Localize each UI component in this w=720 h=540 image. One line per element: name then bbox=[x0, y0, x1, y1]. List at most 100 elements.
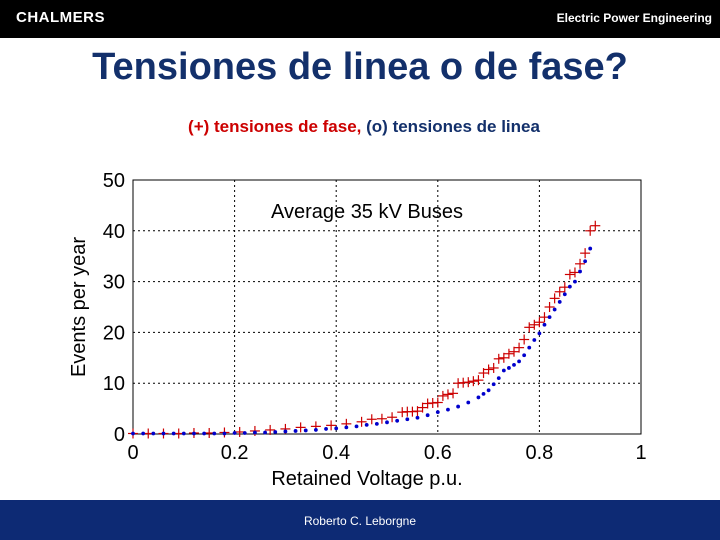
plot-area bbox=[132, 179, 642, 435]
x-tick-label: 0.8 bbox=[525, 442, 553, 464]
line-voltage-point bbox=[192, 431, 196, 436]
phase-voltage-point bbox=[387, 412, 398, 423]
line-voltage-point bbox=[532, 338, 537, 342]
line-voltage-point bbox=[522, 353, 527, 358]
line-voltage-point bbox=[395, 418, 400, 423]
line-voltage-point bbox=[425, 413, 430, 418]
line-voltage-point bbox=[171, 431, 176, 436]
phase-voltage-point bbox=[534, 317, 545, 328]
line-voltage-point bbox=[364, 422, 369, 427]
footer-bar: Roberto C. Leborgne bbox=[0, 500, 720, 540]
line-voltage-point bbox=[222, 431, 227, 436]
line-voltage-point bbox=[481, 391, 486, 396]
line-voltage-point bbox=[354, 424, 359, 429]
phase-voltage-point bbox=[463, 377, 474, 388]
phase-voltage-point bbox=[524, 322, 535, 333]
phase-voltage-point bbox=[376, 413, 387, 424]
y-tick-label: 20 bbox=[103, 322, 125, 344]
phase-voltage-point bbox=[483, 364, 494, 375]
line-voltage-point bbox=[588, 246, 593, 251]
line-voltage-point bbox=[161, 431, 166, 436]
phase-voltage-point bbox=[514, 342, 525, 353]
slide-subtitle: (+) tensiones de fase, (o) tensiones de … bbox=[0, 117, 720, 137]
phase-voltage-point bbox=[468, 376, 479, 387]
line-voltage-point bbox=[547, 315, 552, 320]
line-voltage-point bbox=[557, 300, 562, 304]
phase-voltage-point bbox=[326, 420, 337, 431]
line-voltage-point bbox=[527, 345, 532, 350]
line-voltage-point bbox=[303, 428, 308, 433]
line-voltage-point bbox=[293, 429, 298, 433]
line-voltage-point bbox=[573, 279, 577, 284]
line-voltage-point bbox=[151, 431, 156, 436]
chart-title: Average 35 kV Buses bbox=[271, 201, 463, 223]
line-voltage-point bbox=[242, 431, 247, 435]
line-voltage-point bbox=[202, 431, 207, 436]
line-voltage-point bbox=[552, 307, 557, 312]
line-voltage-point bbox=[578, 269, 582, 274]
line-voltage-point bbox=[181, 431, 186, 436]
line-voltage-point bbox=[501, 368, 506, 373]
grid bbox=[133, 180, 641, 434]
line-voltage-point bbox=[283, 429, 288, 434]
line-voltage-point bbox=[253, 430, 257, 435]
x-tick-label: 0 bbox=[127, 442, 138, 464]
phase-voltage-point bbox=[585, 225, 596, 236]
phase-voltage-point bbox=[590, 220, 601, 231]
line-voltage-point bbox=[263, 430, 267, 435]
line-voltage-point bbox=[385, 420, 389, 425]
line-voltage-point bbox=[517, 359, 521, 364]
department-name: Electric Power Engineering bbox=[556, 11, 712, 25]
x-tick-label: 1 bbox=[635, 442, 646, 464]
line-voltage-point bbox=[334, 426, 339, 431]
header-bar: CHALMERS Electric Power Engineering bbox=[0, 0, 720, 38]
phase-voltage-point bbox=[356, 416, 367, 427]
line-voltage-point bbox=[476, 395, 481, 400]
phase-voltage-point bbox=[580, 248, 591, 259]
phase-voltage-point bbox=[473, 375, 484, 386]
x-tick-label: 0.4 bbox=[322, 442, 350, 464]
phase-voltage-point bbox=[564, 269, 575, 280]
phase-voltage-point bbox=[544, 302, 555, 312]
phase-voltage-point bbox=[554, 286, 565, 297]
y-tick-label: 40 bbox=[103, 221, 125, 243]
y-tick-label: 30 bbox=[103, 272, 125, 294]
line-voltage-point bbox=[537, 331, 542, 336]
y-tick-label: 0 bbox=[114, 424, 125, 446]
phase-voltage-point bbox=[519, 334, 530, 345]
phase-voltage-point bbox=[366, 414, 377, 425]
line-voltage-point bbox=[456, 404, 461, 409]
x-tick-label: 0.6 bbox=[424, 442, 452, 464]
line-voltage-point bbox=[324, 427, 328, 431]
phase-voltage-point bbox=[498, 352, 509, 363]
author-name: Roberto C. Leborgne bbox=[303, 514, 417, 528]
line-voltage-point bbox=[273, 430, 278, 434]
phase-voltage-point bbox=[509, 346, 519, 357]
line-voltage-point bbox=[405, 417, 410, 422]
line-voltage-point bbox=[446, 407, 450, 412]
phase-voltage-point bbox=[234, 426, 245, 437]
phase-voltage-point bbox=[265, 424, 276, 435]
line-voltage-point bbox=[512, 363, 516, 367]
phase-voltage-point bbox=[412, 406, 423, 417]
phase-voltage-point bbox=[549, 293, 560, 304]
phase-voltage-point bbox=[442, 389, 453, 400]
line-voltage-point bbox=[562, 292, 567, 297]
line-voltage-point bbox=[141, 431, 146, 436]
line-voltage-point bbox=[496, 376, 501, 381]
phase-voltage-point bbox=[575, 258, 586, 269]
phase-voltage-point bbox=[493, 353, 504, 364]
phase-voltage-point bbox=[448, 388, 459, 399]
y-tick-label: 10 bbox=[103, 373, 125, 395]
phase-voltage-point bbox=[437, 390, 448, 401]
line-voltage-point bbox=[486, 388, 491, 393]
phase-voltage-point bbox=[432, 397, 443, 408]
slide-title: Tensiones de linea o de fase? bbox=[92, 46, 628, 88]
line-voltage-point bbox=[491, 382, 496, 387]
line-voltage-point bbox=[542, 322, 547, 327]
phase-voltage-point bbox=[295, 422, 306, 433]
line-voltage-point bbox=[435, 410, 440, 415]
phase-voltage-point bbox=[503, 348, 514, 359]
